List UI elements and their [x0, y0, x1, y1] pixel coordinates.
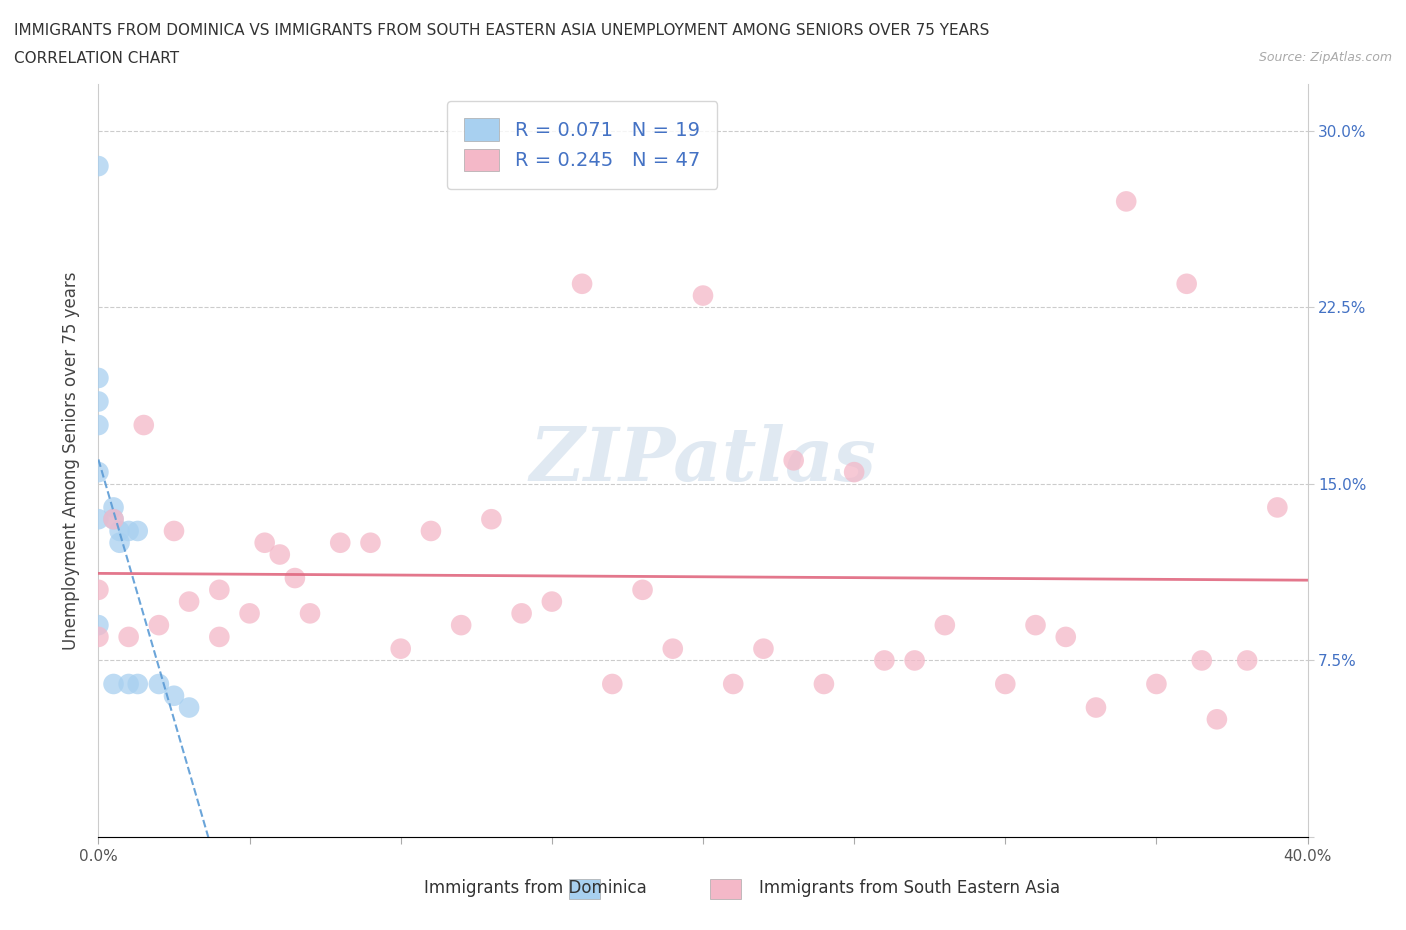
Point: [108, 524, 131, 538]
Point: [87, 418, 110, 432]
Point: [844, 465, 866, 480]
Point: [87, 618, 110, 632]
Point: [1267, 500, 1289, 515]
Point: [631, 582, 654, 597]
Point: [103, 512, 125, 526]
Point: [360, 536, 382, 551]
Text: Immigrants from Dominica: Immigrants from Dominica: [425, 879, 647, 897]
Point: [118, 630, 141, 644]
Point: [723, 676, 745, 691]
Point: [420, 524, 443, 538]
Point: [127, 676, 149, 691]
Point: [1144, 676, 1167, 691]
Point: [87, 582, 110, 597]
Point: [108, 536, 131, 551]
Point: [1115, 194, 1137, 209]
Y-axis label: Unemployment Among Seniors over 75 years: Unemployment Among Seniors over 75 years: [62, 272, 80, 649]
Point: [1175, 276, 1198, 291]
Point: [103, 676, 125, 691]
Text: Immigrants from South Eastern Asia: Immigrants from South Eastern Asia: [759, 879, 1060, 897]
Point: [1054, 630, 1077, 644]
Point: [127, 524, 149, 538]
Point: [87, 465, 110, 480]
Point: [1024, 618, 1046, 632]
Point: [87, 394, 110, 409]
Point: [299, 606, 322, 621]
Point: [103, 500, 125, 515]
Point: [208, 582, 231, 597]
Text: Source: ZipAtlas.com: Source: ZipAtlas.com: [1258, 51, 1392, 64]
Point: [692, 288, 714, 303]
Text: CORRELATION CHART: CORRELATION CHART: [14, 51, 179, 66]
Point: [253, 536, 276, 551]
Point: [540, 594, 562, 609]
Point: [87, 370, 110, 385]
FancyBboxPatch shape: [710, 879, 741, 899]
Point: [284, 571, 307, 586]
Point: [132, 418, 155, 432]
Point: [1085, 700, 1108, 715]
Text: ZIPatlas: ZIPatlas: [530, 424, 876, 497]
Point: [163, 524, 186, 538]
Point: [783, 453, 806, 468]
Point: [389, 642, 412, 657]
Point: [179, 594, 201, 609]
Point: [813, 676, 835, 691]
Point: [329, 536, 352, 551]
Point: [1191, 653, 1213, 668]
Point: [269, 547, 291, 562]
Legend: R = 0.071   N = 19, R = 0.245   N = 47: R = 0.071 N = 19, R = 0.245 N = 47: [447, 101, 717, 189]
Point: [661, 642, 683, 657]
Point: [87, 159, 110, 174]
Point: [934, 618, 956, 632]
Point: [994, 676, 1017, 691]
Point: [1236, 653, 1258, 668]
Point: [510, 606, 533, 621]
Point: [103, 512, 125, 526]
Point: [118, 676, 141, 691]
FancyBboxPatch shape: [569, 879, 600, 899]
Point: [1206, 711, 1229, 726]
Text: IMMIGRANTS FROM DOMINICA VS IMMIGRANTS FROM SOUTH EASTERN ASIA UNEMPLOYMENT AMON: IMMIGRANTS FROM DOMINICA VS IMMIGRANTS F…: [14, 23, 990, 38]
Point: [873, 653, 896, 668]
Point: [481, 512, 503, 526]
Point: [87, 630, 110, 644]
Point: [87, 512, 110, 526]
Point: [179, 700, 201, 715]
Point: [571, 276, 593, 291]
Point: [450, 618, 472, 632]
Point: [602, 676, 624, 691]
Point: [148, 618, 170, 632]
Point: [163, 688, 186, 703]
Point: [148, 676, 170, 691]
Point: [904, 653, 927, 668]
Point: [208, 630, 231, 644]
Point: [239, 606, 262, 621]
Point: [118, 524, 141, 538]
Point: [752, 642, 775, 657]
